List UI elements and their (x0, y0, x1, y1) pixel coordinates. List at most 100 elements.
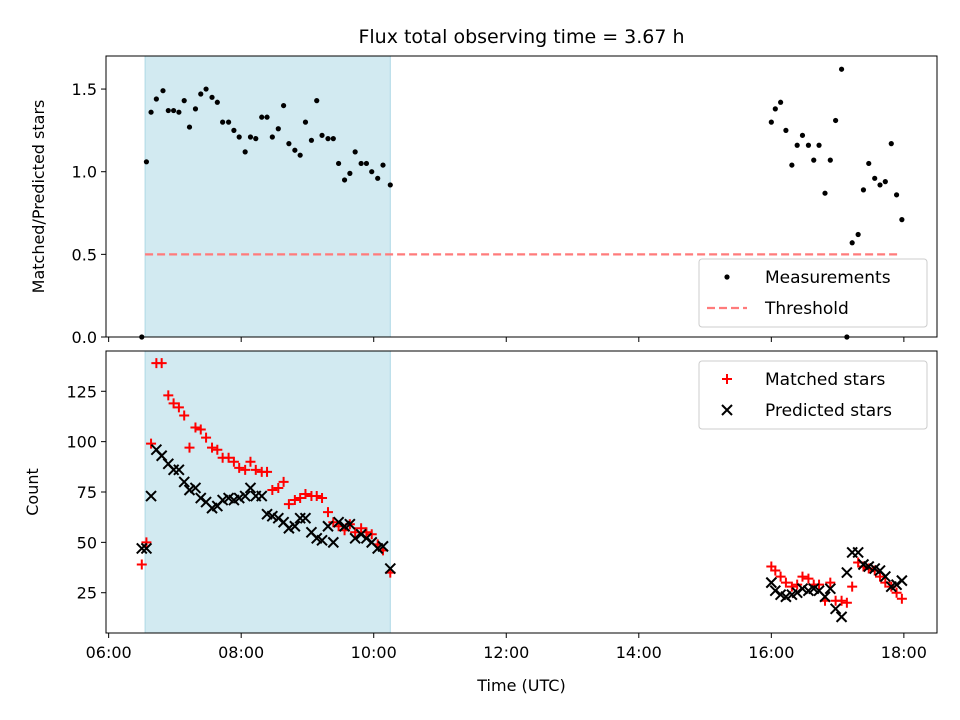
data-point (811, 157, 817, 163)
data-point (242, 149, 248, 155)
data-point (847, 581, 858, 592)
data-point (223, 452, 234, 463)
data-point (314, 98, 320, 104)
data-point (165, 107, 171, 114)
data-point (803, 573, 814, 584)
legend-swatch (724, 274, 730, 280)
top-legend: Measurements Threshold (698, 258, 928, 328)
data-point (866, 160, 872, 167)
data-point (247, 134, 254, 140)
data-point (311, 491, 322, 502)
chart-title: Flux total observing time = 3.67 h (358, 26, 684, 48)
data-point (879, 570, 892, 583)
data-point (170, 107, 177, 114)
data-point (286, 141, 292, 147)
data-point (264, 114, 270, 120)
data-point (316, 534, 328, 547)
data-point (231, 127, 237, 133)
data-point (330, 136, 336, 142)
data-point (245, 456, 256, 467)
data-point (168, 398, 179, 409)
data-point (181, 98, 187, 104)
data-point (797, 571, 808, 582)
legend-box (698, 360, 928, 430)
data-point (327, 536, 340, 549)
data-point (278, 476, 289, 487)
data-point (882, 179, 888, 185)
legend-label: Predicted stars (765, 401, 892, 421)
data-point (827, 157, 833, 163)
legend-swatch (722, 374, 732, 384)
y-tick-label: 100 (66, 433, 97, 452)
data-point (349, 532, 361, 545)
data-point (768, 119, 774, 125)
data-point (875, 571, 886, 582)
data-point (347, 170, 353, 176)
data-point (838, 66, 845, 72)
bottom-axes-frame (105, 350, 938, 634)
data-point (824, 582, 837, 595)
data-point (176, 109, 182, 115)
x-tick-label: 10:00 (351, 643, 397, 662)
data-point (778, 99, 784, 105)
data-point (244, 482, 257, 494)
data-point (253, 136, 259, 142)
data-point (899, 217, 905, 223)
data-point (819, 591, 831, 603)
data-point (816, 142, 822, 148)
data-point (269, 134, 275, 140)
data-point (267, 484, 278, 495)
y-tick-label: 75 (77, 483, 97, 502)
data-point (789, 162, 795, 168)
data-point (156, 358, 167, 369)
data-point (212, 444, 223, 455)
x-tick-label: 12:00 (483, 643, 529, 662)
bottom-plot-marks (136, 358, 908, 623)
data-point (849, 240, 855, 246)
data-point (869, 565, 880, 576)
data-point (835, 611, 848, 623)
data-point (872, 175, 878, 181)
data-point (794, 142, 800, 148)
top-y-ticks: 0.0 0.5 1.0 1.5 (72, 80, 106, 347)
data-point (387, 182, 393, 188)
x-tick-label: 06:00 (86, 643, 132, 662)
observing-span-shade (144, 55, 391, 338)
data-point (770, 565, 781, 576)
data-point (136, 559, 147, 570)
top-y-axis-label: Matched/Predicted stars (29, 100, 48, 294)
data-point (352, 149, 358, 155)
shaded-span (144, 350, 391, 634)
data-point (833, 117, 839, 124)
data-point (772, 106, 778, 112)
x-tick-label: 08:00 (218, 643, 264, 662)
y-tick-label: 1.5 (72, 80, 97, 99)
data-point (136, 542, 148, 555)
data-point (186, 124, 193, 130)
data-point (308, 137, 315, 143)
legend-box (698, 258, 928, 328)
data-point (799, 132, 806, 138)
data-point (280, 102, 287, 109)
x-tick-label: 14:00 (616, 643, 662, 662)
data-point (259, 114, 265, 120)
bottom-x-ticks: 06:00 08:00 10:00 12:00 14:00 16:00 18:00 (86, 633, 927, 662)
data-point (377, 540, 389, 553)
data-point (322, 520, 334, 532)
legend-swatch (721, 404, 733, 416)
data-point (234, 462, 245, 473)
top-plot-marks (139, 66, 905, 340)
data-point (225, 119, 232, 125)
y-tick-label: 125 (66, 382, 97, 401)
data-point (896, 593, 907, 604)
data-point (344, 518, 356, 530)
legend-label: Threshold (764, 299, 849, 319)
data-point (275, 126, 281, 132)
data-point (322, 507, 333, 518)
bottom-y-axis-label: Count (23, 468, 42, 516)
data-point (145, 490, 157, 502)
data-point (295, 493, 306, 504)
data-point (289, 495, 300, 506)
data-point (173, 464, 185, 476)
